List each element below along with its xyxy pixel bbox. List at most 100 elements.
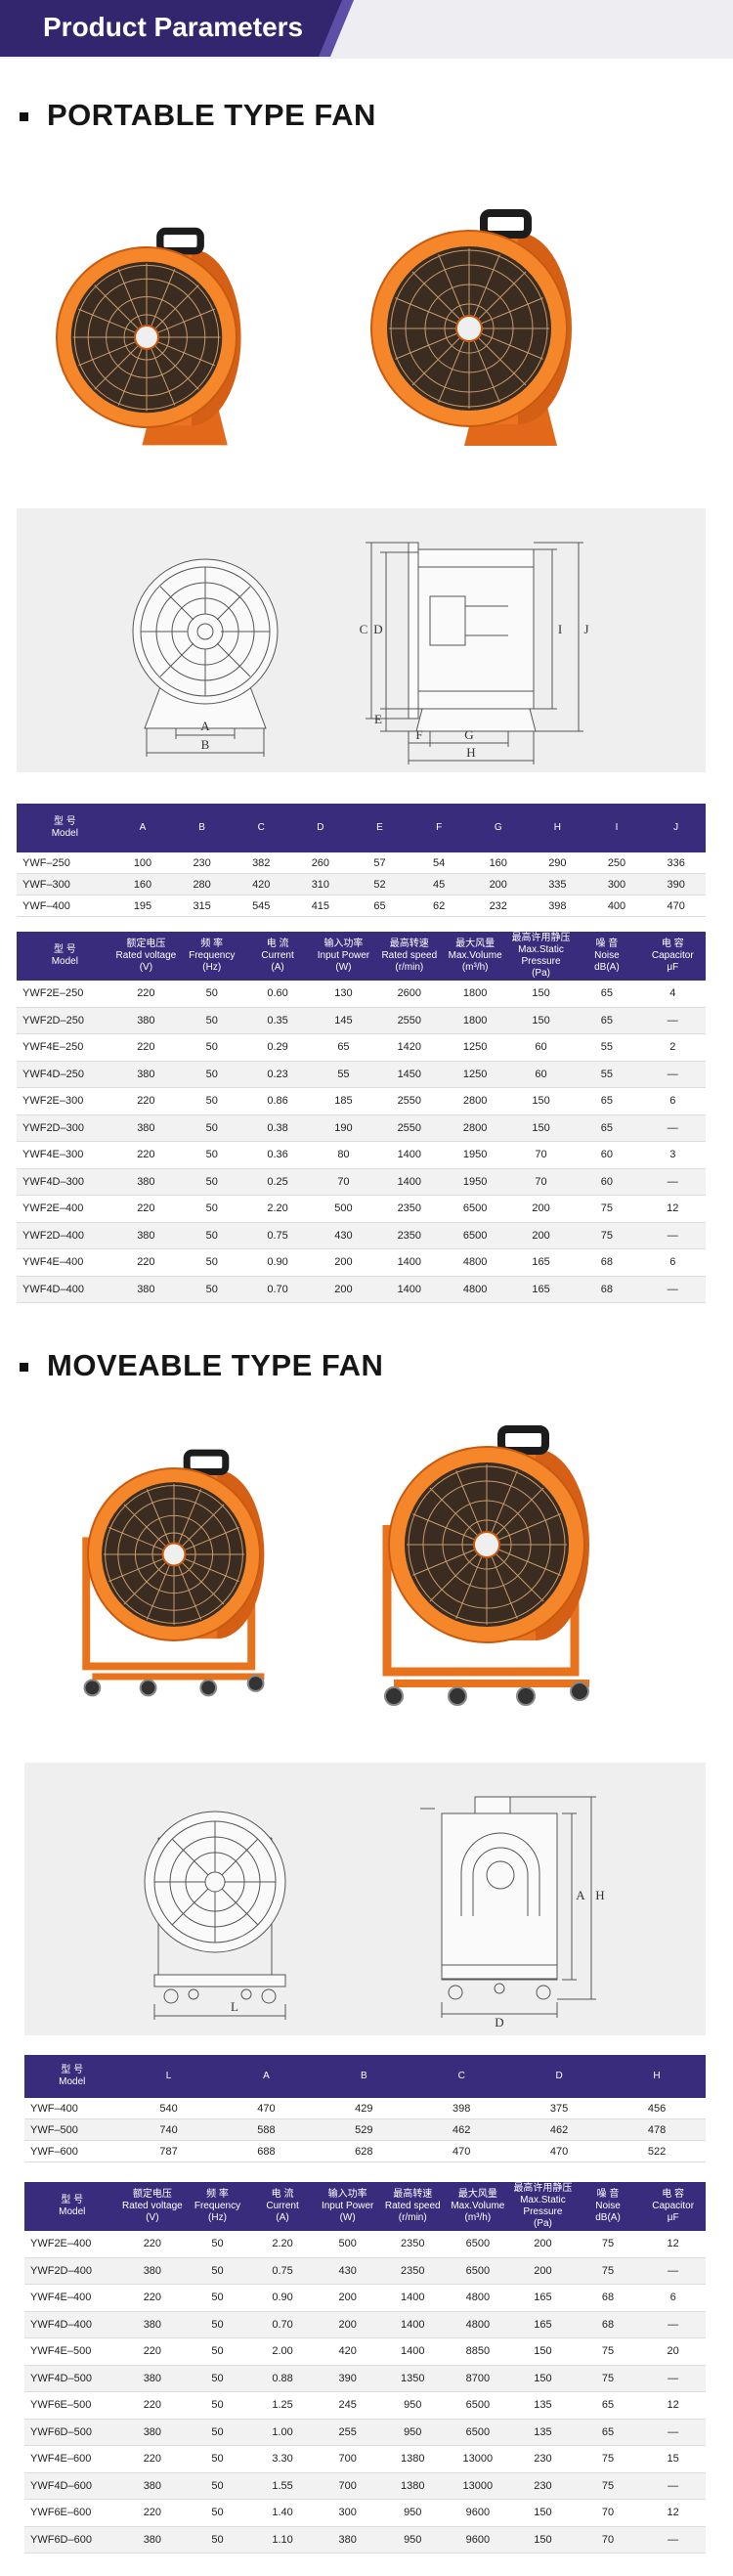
fan-part (199, 1679, 218, 1697)
table-cell: 55 (310, 1061, 377, 1088)
table-cell: 70 (507, 1141, 575, 1169)
header-line: Input Power (321, 2201, 374, 2211)
table-cell: 220 (112, 1033, 180, 1062)
fan-part (455, 315, 483, 342)
product-photos (56, 209, 589, 1706)
table-cell: 0.70 (244, 1276, 311, 1303)
table-cell: YWF6D–500 (24, 2419, 120, 2446)
table-cell: 0.90 (244, 1248, 311, 1277)
table-cell: 0.38 (244, 1114, 311, 1142)
header-cell: 最高许用静压 Max.Static Pressure (Pa) (507, 932, 575, 981)
table-cell: 462 (412, 2118, 511, 2141)
table-cell: 380 (119, 2526, 186, 2554)
table-cell: 65 (350, 895, 410, 917)
header-line: 电 容 (661, 939, 684, 949)
table-cell: 2.20 (249, 2231, 316, 2258)
fan-photo (82, 1449, 265, 1697)
table-cell: 220 (119, 2231, 186, 2258)
header-line: (m³/h) (461, 962, 489, 973)
header-line: (V) (146, 2212, 159, 2223)
table-cell: — (639, 1276, 706, 1303)
table-cell: — (640, 2257, 706, 2285)
header-cell: 型 号 Model (24, 2182, 120, 2231)
table-head: 型 号 Model A B C D E F G H I J (17, 804, 706, 852)
header-line: D (317, 822, 324, 833)
table-cell: 1350 (379, 2365, 446, 2392)
table-cell: 150 (510, 2365, 576, 2392)
table-cell: — (639, 1114, 706, 1142)
table-cell: 315 (172, 895, 232, 917)
table-cell: 380 (119, 2472, 186, 2500)
dimension-table: 型 号 Model L A B C D H YWF–400 540 470 429 398 375 456 Y… (24, 2055, 706, 2162)
fan-part (134, 325, 159, 350)
table-cell: 70 (507, 1168, 575, 1196)
table-cell: 0.35 (244, 1007, 311, 1034)
header-line: Model (59, 2076, 86, 2087)
fan-part (178, 1489, 202, 1544)
table-cell: 60 (507, 1061, 575, 1088)
table-cell: 165 (510, 2284, 576, 2312)
header-cell: 最高转速 Rated speed (r/min) (376, 932, 443, 981)
table-cell: 2.20 (244, 1195, 311, 1223)
header-cell: 最大风量 Max.Volume (m³/h) (445, 2182, 511, 2231)
table-cell: 160 (112, 873, 173, 895)
header-line: C (457, 2071, 465, 2081)
table-cell: 65 (574, 981, 640, 1008)
table-cell: 65 (310, 1033, 377, 1062)
table-cell: 50 (185, 2526, 250, 2554)
table-cell: 380 (315, 2526, 380, 2554)
table-cell: 2800 (442, 1087, 508, 1115)
table-cell: 2800 (442, 1114, 508, 1142)
header-line: G (494, 822, 502, 833)
header-line: Max.Volume (448, 950, 502, 961)
fan-part (438, 340, 465, 403)
fan-part (455, 1556, 483, 1619)
table-cell: 420 (315, 2337, 380, 2366)
table-cell: YWF2D–400 (24, 2257, 120, 2285)
table-cell: 380 (112, 1061, 180, 1088)
table-row: YWF2E–400 220 50 2.20 500 2350 6500 200 75 12 (17, 1195, 706, 1223)
table-cell: 6500 (445, 2419, 511, 2446)
table-cell: 50 (179, 1168, 245, 1196)
table-cell: 65 (574, 1114, 640, 1142)
header-line: (Pa) (532, 968, 550, 979)
header-row: 型 号 Model L A B C D H (24, 2055, 706, 2098)
table-cell: 1400 (376, 1141, 443, 1169)
table-cell: 200 (507, 1222, 575, 1249)
table-cell: 50 (185, 2365, 250, 2392)
table-cell: 230 (510, 2445, 576, 2473)
header-line: μF (667, 2212, 679, 2223)
header-line: H (553, 822, 561, 833)
table-cell: 60 (507, 1033, 575, 1062)
table-cell: 75 (575, 2445, 641, 2473)
table-cell: 335 (528, 873, 587, 895)
table-cell: 628 (315, 2140, 413, 2162)
table-cell: 50 (179, 1033, 245, 1062)
table-cell: 1.40 (249, 2499, 316, 2527)
header-line: μF (667, 962, 679, 973)
fan-part (161, 1542, 187, 1567)
table-row: YWF2E–250 220 50 0.60 130 2600 1800 150 65 4 (17, 981, 706, 1008)
table-cell: 2350 (379, 2231, 446, 2258)
table-cell: 50 (185, 2419, 250, 2446)
header-cell: 电 流 Current (A) (249, 2182, 316, 2231)
table-cell: 0.75 (244, 1222, 311, 1249)
header-line: F (436, 822, 443, 833)
table-head: 型 号 Model L A B C D H (24, 2055, 706, 2098)
table-cell: 220 (112, 1087, 180, 1115)
header-line: A (263, 2071, 270, 2081)
header-line: Rated voltage (115, 950, 177, 961)
table-cell: — (640, 2311, 706, 2338)
table-cell: 6500 (442, 1195, 508, 1223)
table-cell: 220 (119, 2284, 186, 2312)
table-cell: 545 (231, 895, 291, 917)
table-cell: 300 (315, 2499, 380, 2527)
table-cell: — (640, 2419, 706, 2446)
table-cell: 75 (575, 2365, 641, 2392)
header-line: Input Power (317, 950, 370, 961)
header-line: (Hz) (208, 2212, 227, 2223)
table-cell: 50 (179, 1248, 245, 1277)
table-row: YWF2D–400 380 50 0.75 430 2350 6500 200 75— (17, 1222, 706, 1249)
table-cell: 456 (608, 2098, 706, 2119)
table-cell: 1400 (379, 2284, 446, 2312)
